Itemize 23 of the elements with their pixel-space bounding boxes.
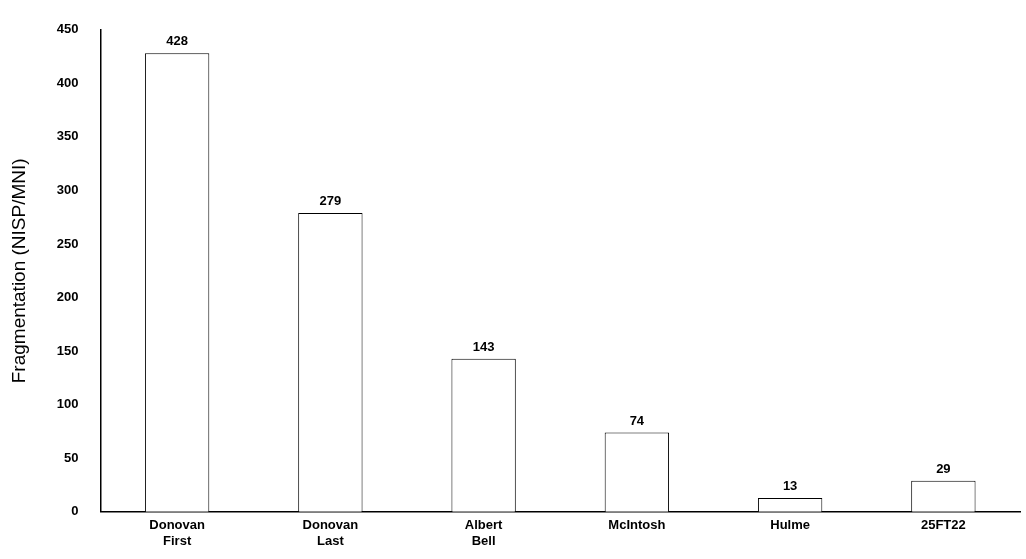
x-tick-label: 25FT22 (920, 517, 966, 533)
data-label: 74 (629, 412, 645, 428)
data-label: 428 (166, 33, 188, 49)
y-tick-label: 200 (56, 289, 79, 305)
y-axis-title: Fragmentation (NISP/MNI) (7, 158, 29, 384)
y-tick-label: 350 (56, 128, 79, 144)
data-label: 13 (782, 477, 798, 493)
x-tick-label: Albert Bell (464, 517, 504, 548)
y-tick-label: 400 (56, 74, 79, 90)
y-tick-label: 150 (56, 342, 79, 358)
y-tick-label: 0 (71, 503, 79, 519)
y-tick-label: 50 (64, 449, 79, 465)
data-label: 29 (936, 460, 951, 476)
x-tick-label: Donovan First (149, 517, 205, 548)
x-tick-label: McIntosh (608, 517, 666, 533)
y-tick-label: 450 (56, 21, 79, 37)
y-tick-label: 300 (56, 182, 79, 198)
y-tick-label: 250 (56, 235, 79, 251)
x-tick-label: Donovan Last (302, 517, 359, 548)
data-label: 279 (319, 193, 342, 209)
x-tick-label: Hulme (770, 517, 810, 533)
y-tick-label: 100 (56, 396, 79, 412)
data-label: 143 (472, 338, 495, 354)
